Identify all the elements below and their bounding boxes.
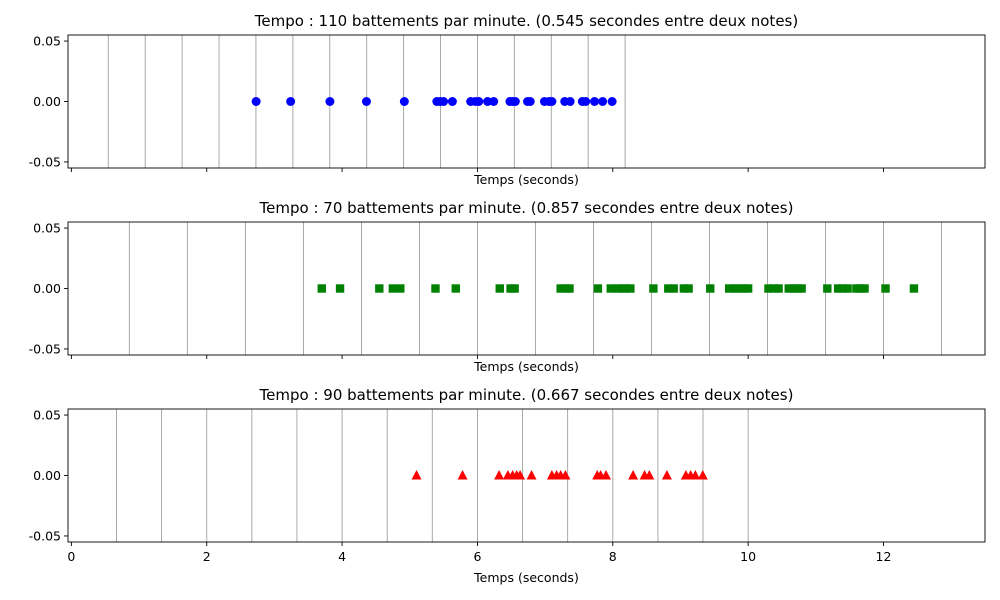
note-point [734, 284, 743, 293]
note-point [833, 284, 843, 293]
x-tick-label: 10 [740, 549, 756, 564]
note-point [525, 97, 535, 106]
note-point [447, 97, 457, 106]
x-tick-label: 6 [473, 549, 481, 564]
note-point [621, 284, 630, 293]
y-tick-label: -0.05 [29, 341, 61, 356]
note-point [361, 97, 371, 106]
note-point [396, 284, 405, 293]
note-point [679, 284, 689, 293]
note-point [515, 470, 526, 480]
note-point [399, 97, 409, 106]
subplot-2: 0.05 0.00 -0.05 Temps (seconds) Tempo : 70 b… [29, 199, 986, 374]
note-point [560, 470, 571, 480]
note-point [838, 284, 848, 293]
note-point [251, 97, 261, 106]
note-point [697, 470, 708, 480]
note-point [739, 284, 748, 293]
chart-title: Tempo : 110 battements par minute. (0.54… [254, 12, 798, 30]
y-tick-label: -0.05 [29, 154, 61, 169]
note-point [606, 284, 615, 293]
note-point [439, 97, 449, 106]
x-axis-label: Temps (seconds) [473, 172, 579, 187]
chart-title: Tempo : 70 battements par minute. (0.857… [259, 199, 794, 217]
note-point [706, 284, 715, 293]
note-point [628, 470, 639, 480]
note-point [784, 284, 793, 293]
note-point [664, 284, 673, 293]
y-tick-label: 0.05 [33, 34, 61, 49]
note-point [547, 97, 557, 106]
note-point [317, 284, 326, 293]
note-point [590, 97, 600, 106]
note-point [860, 284, 869, 293]
note-point [598, 97, 608, 106]
note-point [375, 284, 384, 293]
y-tick-label: -0.05 [29, 528, 61, 543]
note-point [510, 97, 520, 106]
note-point [451, 284, 460, 293]
note-point [593, 284, 603, 293]
x-tick-label: 12 [876, 549, 892, 564]
y-tick-label: 0.05 [33, 408, 61, 423]
note-point [565, 97, 575, 106]
note-point [881, 284, 890, 293]
note-point [411, 470, 422, 480]
note-point [669, 284, 678, 293]
note-point [510, 284, 519, 293]
note-point [474, 97, 484, 106]
note-point [774, 284, 783, 293]
subplot-3: 0.05 0.00 -0.05 0 2 4 6 8 10 12 Temps (seconds) Tem… [29, 386, 986, 585]
note-point [565, 284, 574, 293]
note-point [724, 284, 734, 293]
note-point [626, 284, 635, 293]
note-point [909, 284, 919, 293]
note-point [526, 470, 537, 480]
note-point [661, 470, 672, 480]
note-point [684, 284, 693, 293]
note-point [743, 284, 753, 293]
note-point [494, 470, 505, 480]
note-point [797, 284, 806, 293]
note-point [556, 284, 565, 293]
note-point [286, 97, 296, 106]
x-tick-label: 4 [338, 549, 346, 564]
note-point [457, 470, 468, 480]
chart-title: Tempo : 90 battements par minute. (0.667… [259, 386, 794, 404]
x-tick-label: 2 [203, 549, 211, 564]
y-tick-label: 0.00 [33, 281, 61, 296]
note-point [690, 470, 701, 480]
x-axis-label: Temps (seconds) [473, 570, 579, 585]
note-point [769, 284, 779, 293]
y-tick-label: 0.05 [33, 221, 61, 236]
note-point [764, 284, 773, 293]
note-point [489, 97, 499, 106]
subplot-1: 0.05 0.00 -0.05 Temps (seconds) Tempo : 110 … [29, 12, 986, 187]
note-point [843, 284, 852, 293]
note-point [431, 284, 440, 293]
x-axis-label: Temps (seconds) [473, 359, 579, 374]
note-point [601, 470, 612, 480]
note-point [495, 284, 504, 293]
note-point [325, 97, 335, 106]
note-point [388, 284, 398, 293]
note-point [649, 284, 658, 293]
x-tick-label: 0 [67, 549, 75, 564]
y-tick-label: 0.00 [33, 94, 61, 109]
y-tick-label: 0.00 [33, 468, 61, 483]
note-point [607, 97, 617, 106]
x-tick-label: 8 [609, 549, 617, 564]
subplots: 0.05 0.00 -0.05 Temps (seconds) Tempo : 110 … [29, 12, 986, 585]
note-point [612, 284, 622, 293]
note-point [581, 97, 591, 106]
note-point [823, 284, 832, 293]
note-point [644, 470, 655, 480]
note-point [335, 284, 345, 293]
